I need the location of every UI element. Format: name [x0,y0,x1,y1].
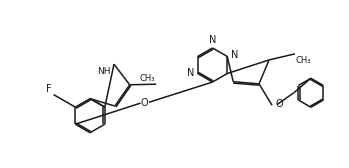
Text: CH₃: CH₃ [296,56,311,65]
Text: N: N [187,68,194,78]
Text: CH₃: CH₃ [139,74,155,83]
Text: F: F [46,84,52,94]
Text: NH: NH [97,67,111,76]
Text: O: O [141,98,149,108]
Text: O: O [275,99,283,110]
Text: N: N [209,35,216,45]
Text: N: N [231,50,238,60]
